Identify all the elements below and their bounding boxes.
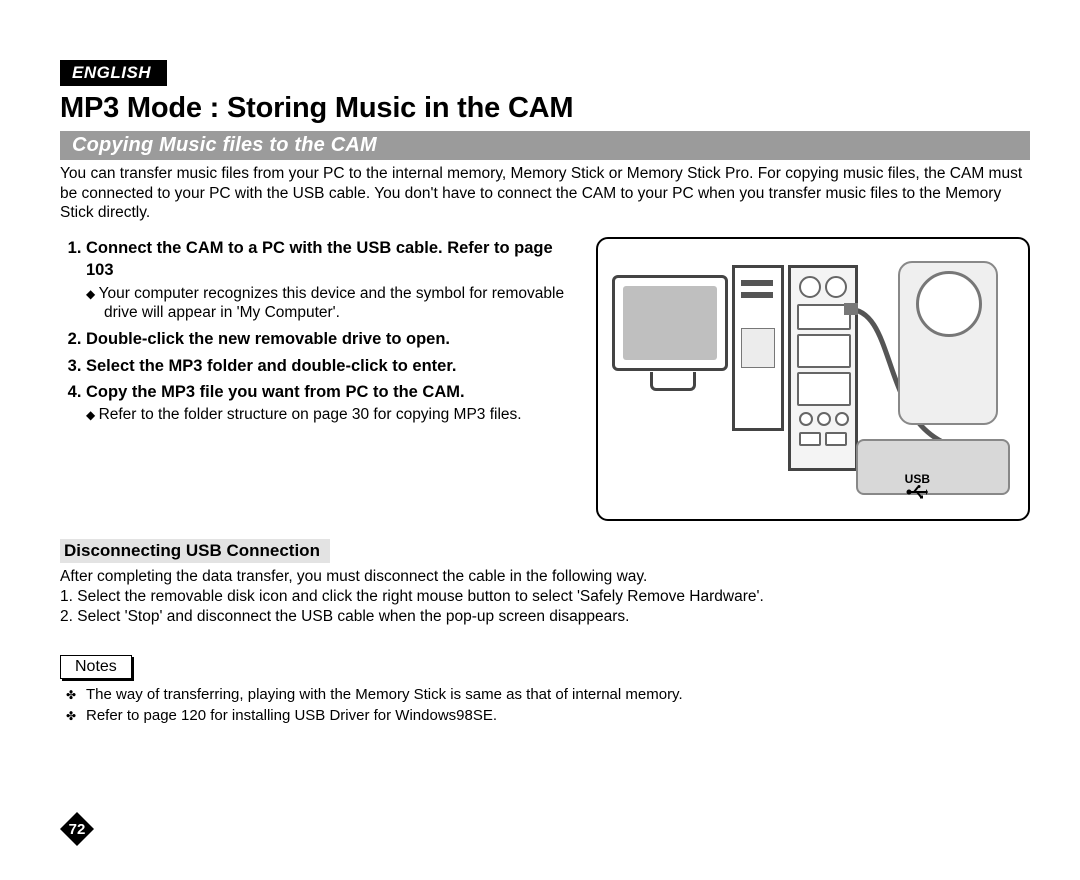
usb-icon xyxy=(906,485,928,499)
step-1: Connect the CAM to a PC with the USB cab… xyxy=(86,237,572,322)
camera-dock-icon xyxy=(856,439,1010,495)
pc-tower-icon xyxy=(732,265,784,431)
step-bold: Select the MP3 folder and double-click t… xyxy=(86,357,456,375)
step-2: Double-click the new removable drive to … xyxy=(86,328,572,350)
manual-page: ENGLISH MP3 Mode : Storing Music in the … xyxy=(0,0,1080,880)
step-bold: Connect the CAM to a PC with the USB cab… xyxy=(86,239,553,279)
content-row: Connect the CAM to a PC with the USB cab… xyxy=(60,237,1030,521)
steps-column: Connect the CAM to a PC with the USB cab… xyxy=(60,237,572,521)
disconnect-body: After completing the data transfer, you … xyxy=(60,567,1030,627)
monitor-icon xyxy=(612,275,728,371)
notes-label-box: Notes xyxy=(60,655,132,679)
page-number-badge: 72 xyxy=(60,812,94,846)
disconnect-step-1: 1. Select the removable disk icon and cl… xyxy=(60,587,1030,607)
language-tag: ENGLISH xyxy=(60,60,167,86)
step-3: Select the MP3 folder and double-click t… xyxy=(86,355,572,377)
note-item: Refer to page 120 for installing USB Dri… xyxy=(86,706,1030,726)
disconnect-intro: After completing the data transfer, you … xyxy=(60,567,1030,587)
steps-list: Connect the CAM to a PC with the USB cab… xyxy=(60,237,572,424)
disconnect-step-2: 2. Select 'Stop' and disconnect the USB … xyxy=(60,607,1030,627)
step-sub: Refer to the folder structure on page 30… xyxy=(86,405,572,424)
section-heading: Copying Music files to the CAM xyxy=(60,131,1030,160)
subsection-heading: Disconnecting USB Connection xyxy=(60,539,330,563)
step-bold: Double-click the new removable drive to … xyxy=(86,330,450,348)
step-bold: Copy the MP3 file you want from PC to th… xyxy=(86,383,465,401)
page-title: MP3 Mode : Storing Music in the CAM xyxy=(60,92,1030,125)
step-sub: Your computer recognizes this device and… xyxy=(86,284,572,323)
step-4: Copy the MP3 file you want from PC to th… xyxy=(86,381,572,425)
note-item: The way of transferring, playing with th… xyxy=(86,685,1030,705)
connection-diagram: USB xyxy=(596,237,1030,521)
intro-paragraph: You can transfer music files from your P… xyxy=(60,164,1030,223)
notes-list: The way of transferring, playing with th… xyxy=(60,685,1030,726)
usb-label: USB xyxy=(905,473,930,501)
camera-lens-icon xyxy=(916,271,982,337)
